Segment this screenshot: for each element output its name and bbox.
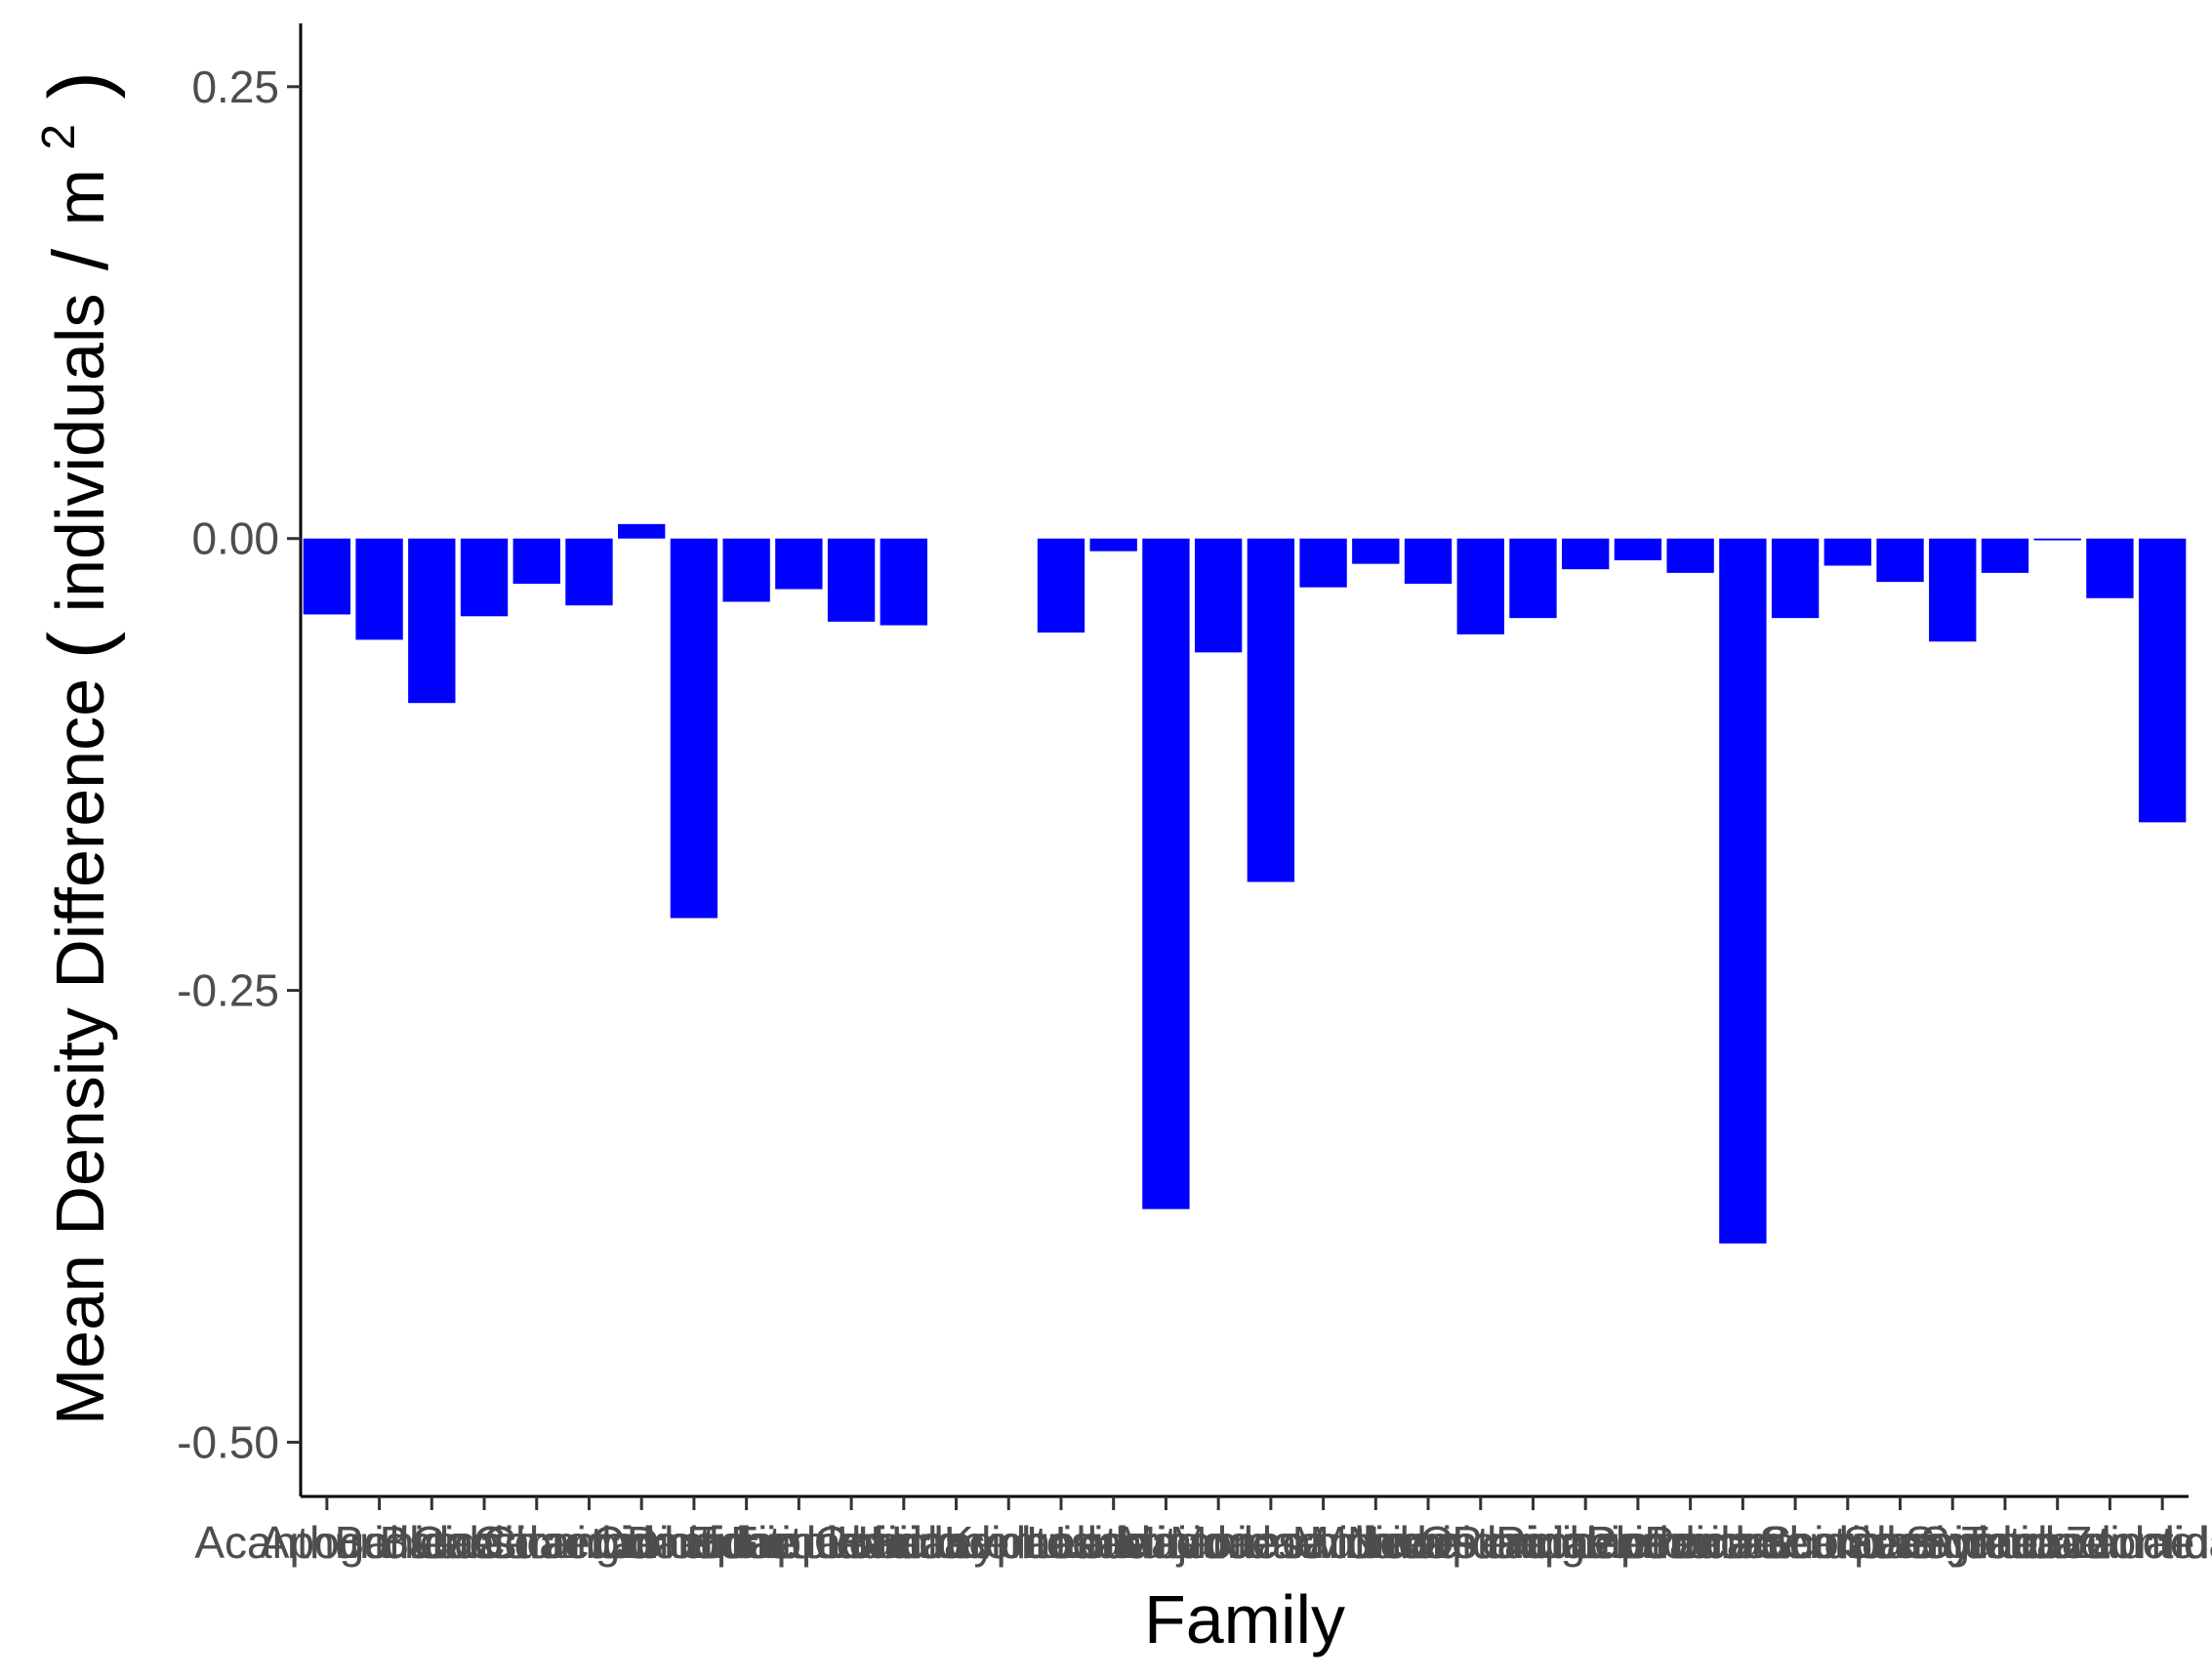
y-axis-title-main: Mean Density Difference (42, 678, 118, 1425)
x-ticks-group: AcanthuridaeApogonidaeBalistidaeBlenniid… (194, 1496, 2212, 1568)
bar-kyphosidae (1037, 538, 1086, 633)
x-tick-label-labridae: Labridae (1026, 1517, 1201, 1568)
bar-pinguipedidae (1614, 538, 1662, 560)
x-tick-label-pomacentridae: Pomacentridae (1644, 1517, 1946, 1568)
y-axis-title-paren-open: ( (32, 632, 126, 660)
x-tick-label-cirrhitidae: Cirrhitidae (592, 1517, 797, 1568)
x-tick-label-acanthuridae: Acanthuridae (194, 1517, 459, 1568)
y-tick-label: 0.00 (191, 513, 279, 564)
bar-microdesmidae (1247, 538, 1295, 882)
bar-muraenidae (1404, 538, 1453, 584)
x-tick-label-haemulidae: Haemulidae (837, 1517, 1076, 1568)
bar-synodontidae (2033, 538, 2081, 541)
x-tick-label-ostraciidae: Ostraciidae (1419, 1517, 1647, 1568)
bar-chaetodontidae (618, 523, 666, 539)
bar-monacanthidae (1299, 538, 1347, 588)
bar-labridae (1089, 538, 1137, 552)
bar-balistidae (408, 538, 456, 704)
bar-pomacentridae (1771, 538, 1820, 619)
x-tick-label-scorpaenidae: Scorpaenidae (1762, 1517, 2039, 1568)
x-tick-label-scaridae: Scaridae (1759, 1517, 1937, 1568)
bar-diodontidae (722, 538, 770, 602)
x-tick-label-balistidae: Balistidae (335, 1517, 529, 1568)
bar-gobiidae (880, 538, 927, 626)
x-tick-label-synodontidae: Synodontidae (1920, 1517, 2194, 1568)
x-tick-label-carangidae: Carangidae (473, 1517, 706, 1568)
y-ticks-group: 0.25 0.00 -0.25 -0.50 (177, 61, 301, 1467)
bar-apogonidae (355, 538, 403, 640)
y-axis-title-slash: / (37, 248, 124, 270)
bar-siganidae (1981, 538, 2029, 573)
y-tick-label: -0.25 (177, 965, 279, 1016)
bar-fistulariidae (827, 538, 876, 622)
bar-acanthuridae (303, 538, 351, 615)
x-axis-title: Family (1144, 1581, 1345, 1658)
x-tick-label-caesionidae: Caesionidae (412, 1517, 662, 1568)
bar-ephippidae (775, 538, 823, 590)
x-tick-label-pinguipedidae: Pinguipedidae (1495, 1517, 1781, 1568)
x-tick-label-blenniidae: Blenniidae (380, 1517, 590, 1568)
x-tick-label-chaetodontidae: Chaetodontidae (483, 1517, 800, 1568)
x-tick-label-ephippidae: Ephippidae (686, 1517, 911, 1568)
bar-caesionidae (512, 538, 560, 584)
x-tick-label-zanclidae: Zanclidae (2065, 1517, 2212, 1568)
y-axis-title-unit-denominator: m (42, 169, 118, 225)
x-tick-label-serranidae: Serranidae (1843, 1517, 2063, 1568)
bar-serranidae (1929, 538, 1977, 642)
y-tick-label: -0.50 (177, 1416, 279, 1467)
x-tick-label-diodontidae: Diodontidae (627, 1517, 867, 1568)
bar-blenniidae (460, 538, 509, 617)
y-axis-title-exponent: 2 (33, 124, 85, 150)
bar-lutjanidae (1194, 538, 1243, 653)
x-tick-label-pempheridae: Pempheridae (1452, 1517, 1719, 1568)
y-axis-title: Mean Density Difference ( individuals / … (13, 71, 126, 1425)
x-tick-label-muraenidae: Muraenidae (1310, 1517, 1547, 1568)
y-tick-label: 0.25 (191, 61, 279, 112)
y-axis-title-unit-numerator: individuals (42, 294, 118, 613)
x-tick-label-monacanthidae: Monacanthidae (1169, 1517, 1477, 1568)
bar-scorpaenidae (1876, 538, 1924, 583)
bar-zanclidae (2138, 538, 2187, 823)
x-tick-label-lethrinidae: Lethrinidae (1055, 1517, 1278, 1568)
x-tick-label-siganidae: Siganidae (1905, 1517, 2106, 1568)
bars-group (303, 523, 2187, 1244)
bar-nemipteridae (1456, 538, 1504, 635)
x-tick-label-apogonidae: Apogonidae (260, 1517, 500, 1568)
y-axis-title-paren-close: ) (32, 71, 126, 100)
x-tick-label-microdesmidae: Microdesmidae (1119, 1517, 1423, 1568)
x-tick-label-lutjanidae: Lutjanidae (1115, 1517, 1322, 1568)
x-tick-label-holocentridae: Holocentridae (870, 1517, 1147, 1568)
bar-mullidae (1352, 538, 1400, 564)
bar-cirrhitidae (670, 538, 718, 919)
bar-pomacanthidae (1719, 538, 1767, 1244)
x-tick-label-pomacanthidae: Pomacanthidae (1587, 1517, 1900, 1568)
x-tick-label-gobiidae: Gobiidae (814, 1517, 994, 1568)
x-tick-label-plotosidae: Plotosidae (1585, 1517, 1795, 1568)
x-tick-label-tetraodontidae: Tetraodontidae (1961, 1517, 2212, 1568)
bar-lethrinidae (1142, 538, 1190, 1209)
bar-ostraciidae (1509, 538, 1557, 619)
bar-pempheridae (1562, 538, 1610, 570)
x-tick-label-nemipteridae: Nemipteridae (1347, 1517, 1615, 1568)
x-tick-label-fistulariidae: Fistulariidae (730, 1517, 972, 1568)
x-tick-label-kyphosidae: Kyphosidae (944, 1517, 1178, 1568)
bar-plotosidae (1666, 538, 1714, 573)
bar-carangidae (565, 538, 613, 606)
bar-scaridae (1823, 538, 1871, 566)
x-tick-label-mullidae: Mullidae (1292, 1517, 1459, 1568)
bar-tetraodontidae (2086, 538, 2134, 598)
